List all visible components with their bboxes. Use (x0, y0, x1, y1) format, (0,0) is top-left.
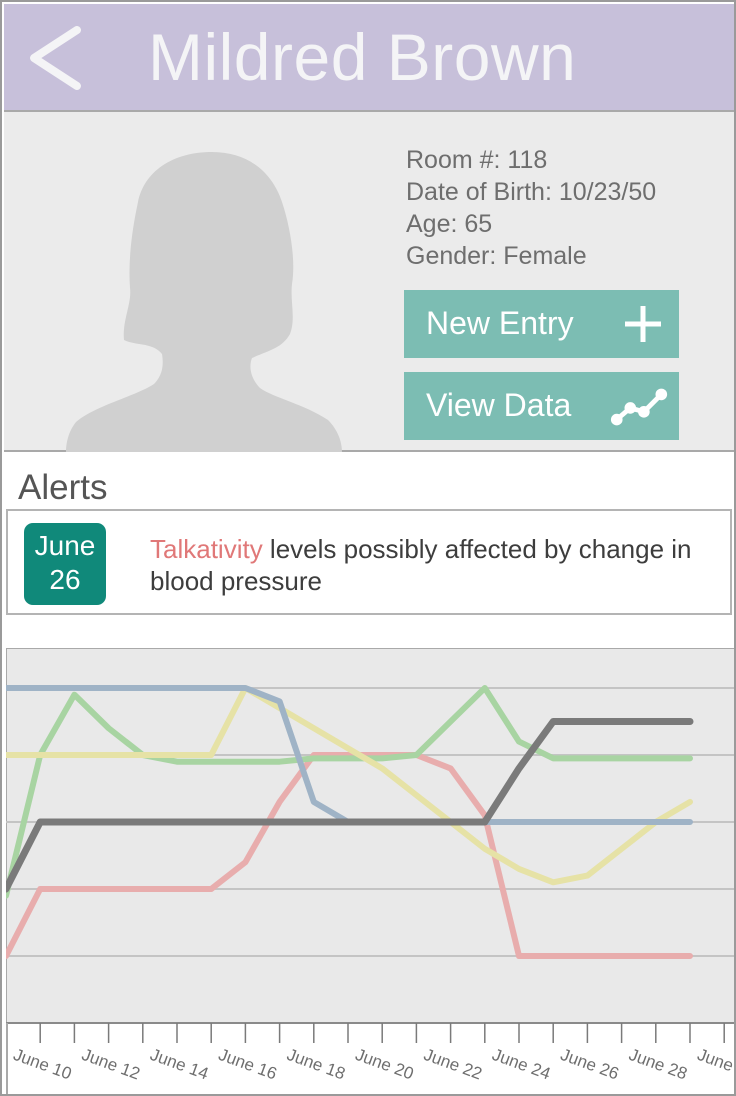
avatar (66, 152, 342, 452)
profile-panel: Room #: 118 Date of Birth: 10/23/50 Age:… (4, 112, 734, 452)
chart-tick-label: June 26 (558, 1045, 621, 1084)
alert-month: June (34, 530, 96, 561)
header-bar: Mildred Brown (4, 4, 734, 112)
gender: Gender: Female (406, 242, 587, 270)
chart-tick-label: June 14 (148, 1045, 211, 1084)
view-data-button[interactable]: View Data (404, 372, 679, 440)
alert-highlight: Talkativity (150, 534, 263, 564)
chart-series-line (6, 752, 693, 959)
chart-tick-label: June 22 (421, 1045, 484, 1084)
vitals-line-chart: June 10 June 12 June 14 June 16 June 18 June … (6, 648, 736, 1094)
date-of-birth: Date of Birth: 10/23/50 (406, 178, 657, 206)
chart-series-line (6, 718, 694, 893)
chart-tick-label: June 20 (353, 1045, 416, 1084)
chart-tick-label: June 18 (284, 1045, 347, 1084)
new-entry-button[interactable]: New Entry (404, 290, 679, 358)
chart-tick-label: June 30 (695, 1045, 736, 1084)
line-chart-icon (610, 388, 668, 426)
chart-tick-label: June 12 (79, 1045, 142, 1084)
chart-tick-label: June 24 (490, 1045, 553, 1084)
alert-date-badge: June 26 (24, 523, 106, 605)
chart-tick-label: June 16 (216, 1045, 279, 1084)
alert-day: 26 (49, 564, 81, 595)
patient-name-title: Mildred Brown (148, 20, 577, 94)
view-data-label: View Data (426, 387, 572, 423)
chart-tick-label: June 28 (626, 1045, 689, 1084)
alerts-heading: Alerts (18, 468, 108, 507)
new-entry-label: New Entry (426, 305, 574, 341)
room-number: Room #: 118 (406, 146, 548, 174)
chart-series-line (6, 685, 693, 899)
alert-message: Talkativity levels possibly affected by … (150, 533, 730, 597)
chart-tick-label: June 10 (11, 1045, 74, 1084)
age: Age: 65 (406, 210, 493, 238)
alert-item[interactable]: June 26 Talkativity levels possibly affe… (6, 509, 732, 615)
plus-icon (625, 306, 661, 342)
chart-series-line (6, 685, 693, 886)
patient-info: Room #: 118 Date of Birth: 10/23/50 Age:… (406, 144, 656, 272)
chart-plot-area (6, 648, 734, 1024)
alert-body: levels possibly affected by change in bl… (150, 534, 692, 596)
chevron-left-icon[interactable] (22, 22, 92, 94)
